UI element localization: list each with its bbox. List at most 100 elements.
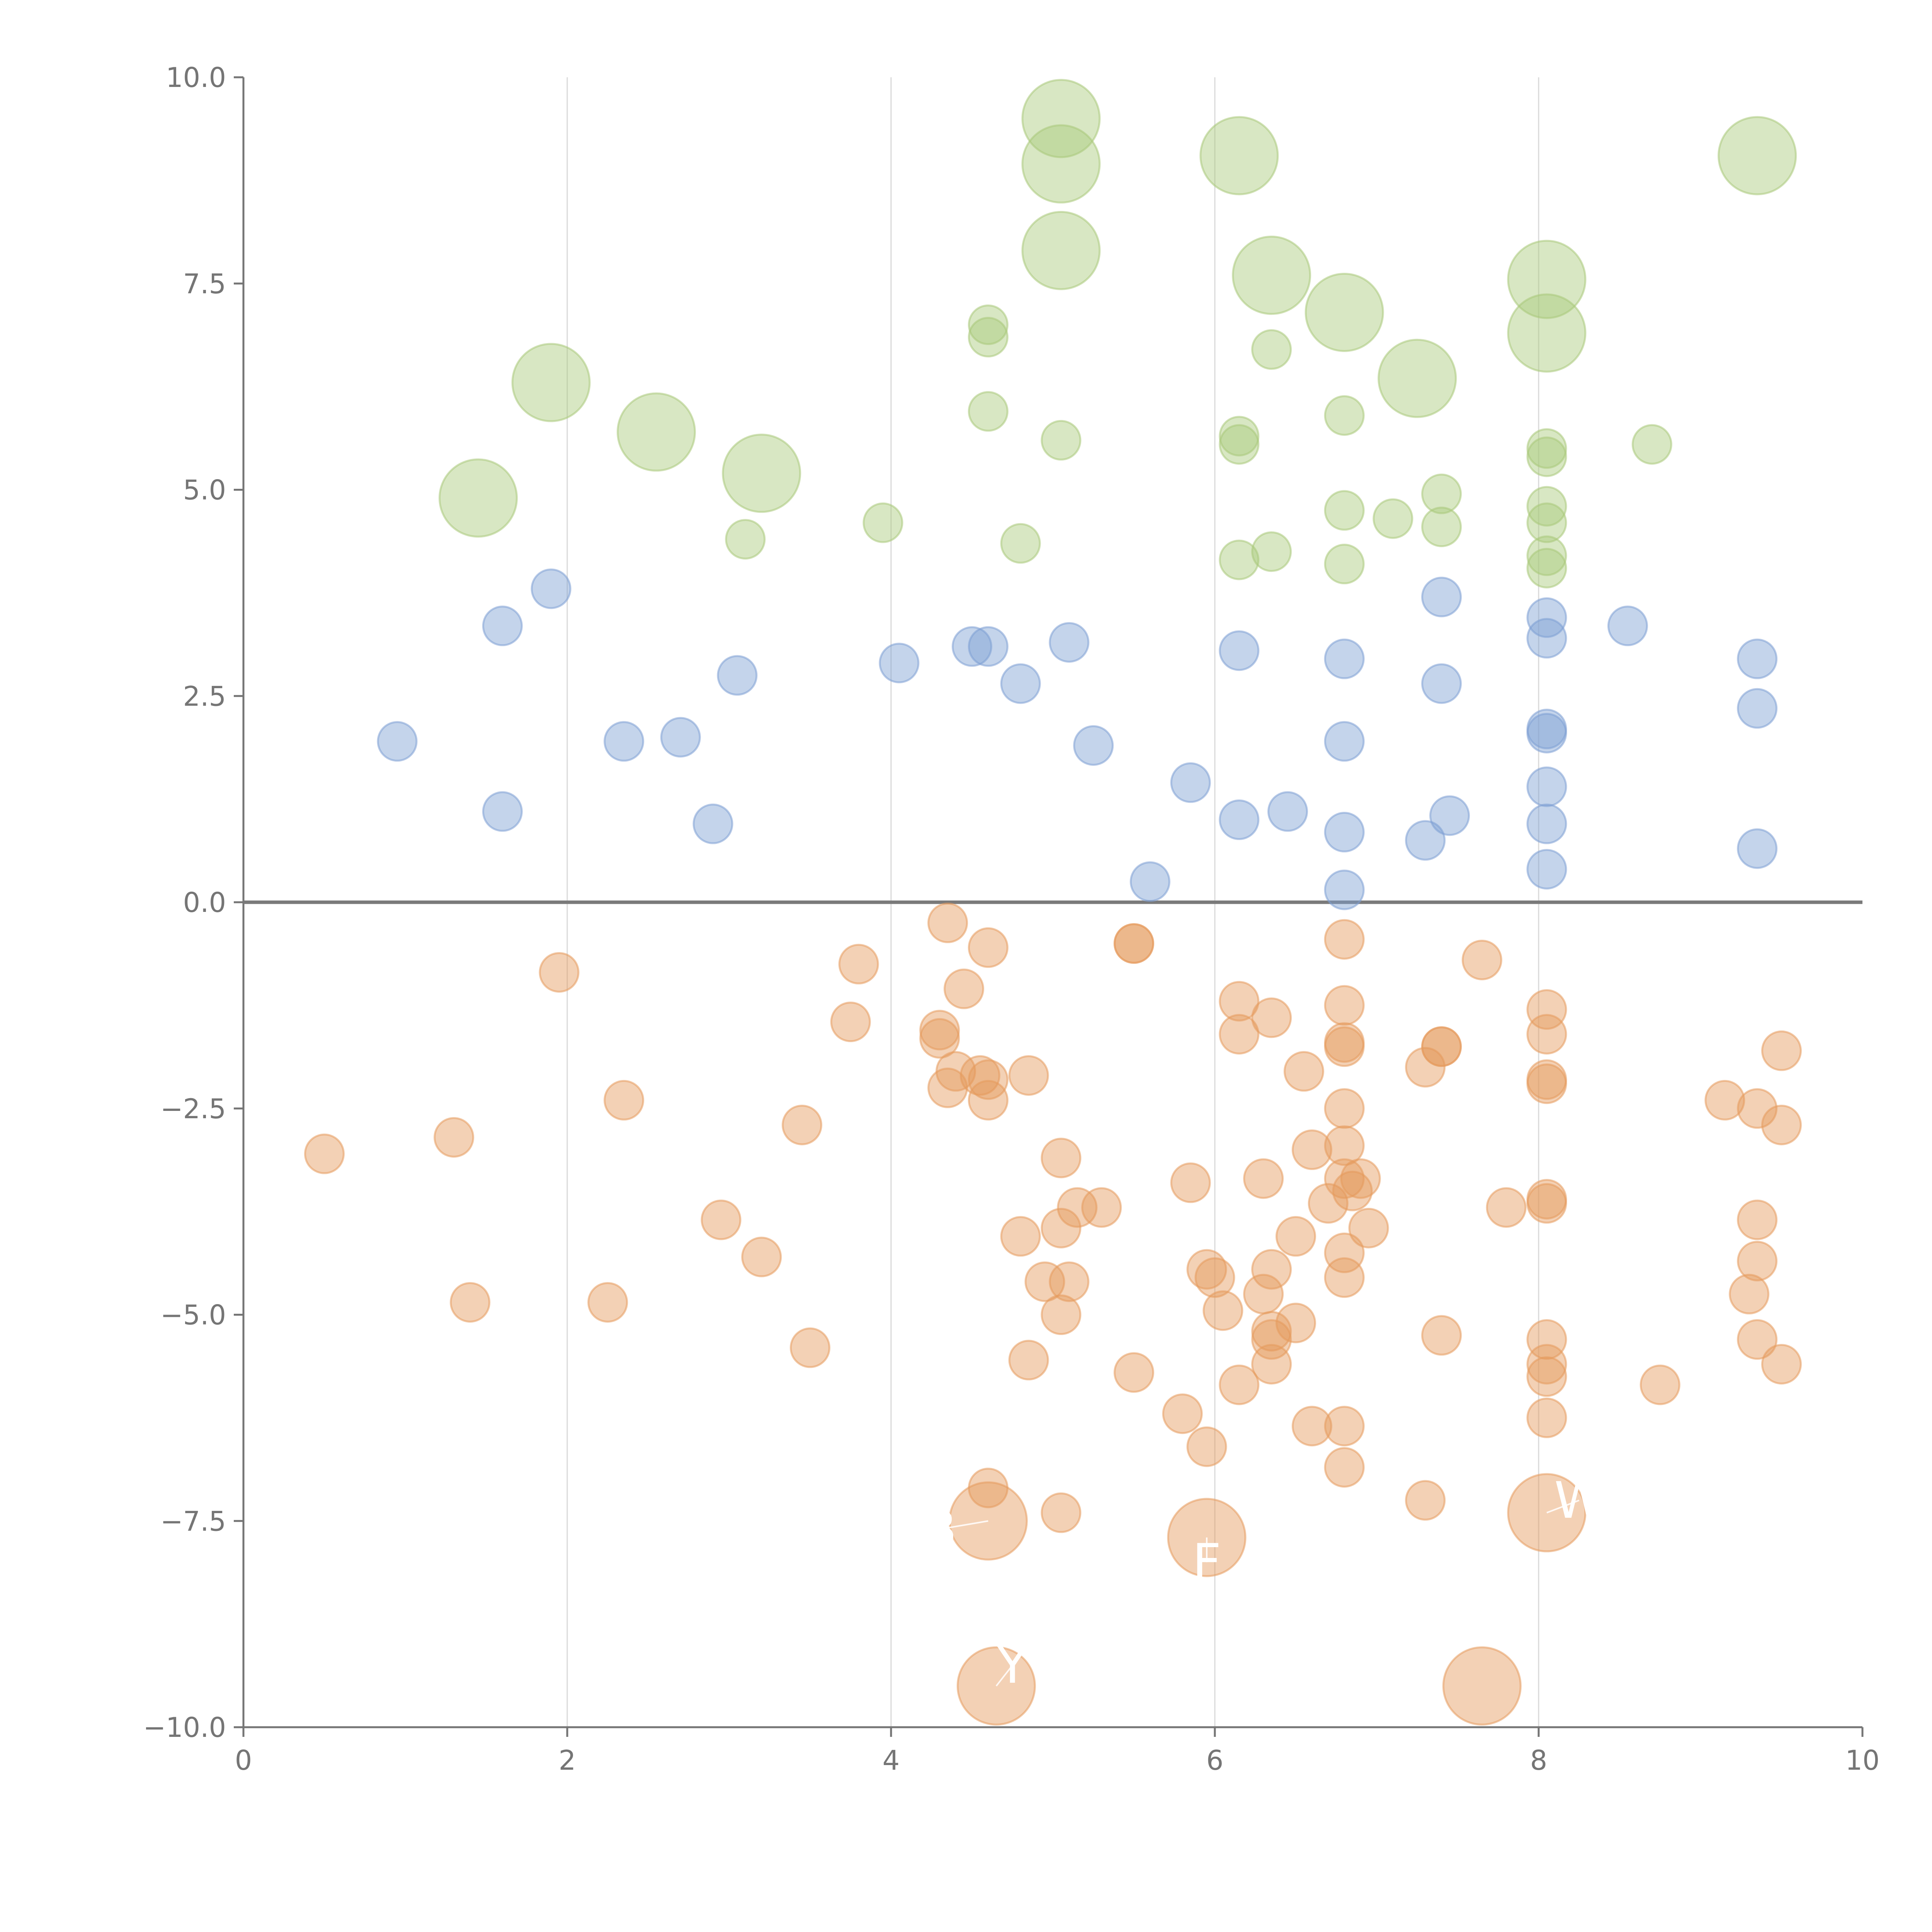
bubble-point-orange [1219,1364,1260,1405]
bubble-point-orange [1348,1208,1389,1248]
bubble-point-blue [660,717,701,758]
bubble-point-orange [1283,1051,1324,1092]
bubble-point-orange [1081,1187,1122,1228]
bubble-point-green [1000,523,1041,564]
y-tick-label: −2.5 [160,1093,226,1125]
bubble-point-orange [1526,1356,1567,1397]
bubble-point-orange [1737,1241,1778,1282]
x-tick-label: 4 [883,1745,900,1776]
bubble-point-orange [1219,981,1260,1022]
bubble-point-green [725,519,766,560]
bubble-point-orange [1461,939,1502,980]
bubble-point-green [1526,502,1567,543]
bubble-point-orange [1202,1290,1243,1331]
bubble-point-orange [1041,1492,1082,1533]
bubble-point-orange [1251,1319,1292,1360]
bubble-point-orange [304,1133,345,1174]
bubble-point-green [1421,473,1462,514]
y-tick-label: −10.0 [143,1712,226,1743]
bubble-point-green [1219,416,1260,457]
bubble-point-orange [1324,1232,1365,1273]
bubble-point-blue [1219,799,1260,840]
bubble-point-orange [587,1282,628,1323]
bubble-point-orange [701,1199,742,1240]
bubble-point-green [1219,539,1260,580]
bubble-point-green [1021,211,1101,290]
bubble-point-orange [1041,1208,1082,1248]
bubble-point-orange [1049,1261,1090,1302]
bubble-point-blue [1737,688,1778,729]
bubble-point-green [1219,424,1260,465]
bubble-point-orange [790,1327,830,1368]
label-leader-line [939,1520,988,1530]
x-tick-label: 6 [1206,1745,1224,1776]
bubble-point-blue [717,655,758,696]
bubble-point-orange [1324,919,1365,960]
bubble-point-orange [1729,1274,1770,1315]
x-tick-label: 8 [1530,1745,1548,1776]
bubble-point-orange [1340,1158,1381,1199]
bubble-point-green [1041,420,1082,461]
bubble-labels: B F W Y [922,1471,1604,1695]
bubble-point-blue [531,568,571,609]
label-leader-line [995,1665,1013,1687]
bubble-point-blue [482,791,523,832]
bubble-point-blue [1429,795,1470,836]
bubble-point-blue [1324,812,1365,853]
bubble-point-orange [944,968,985,1009]
bubble-label: Y [997,1636,1028,1695]
bubble-point-green [1378,338,1457,418]
bubble-point-blue [1219,630,1260,671]
bubble-point-orange [1324,1026,1365,1067]
bubble-point-orange [1276,1216,1316,1257]
bubble-point-orange [1024,1261,1065,1302]
bubble-point-orange [919,1010,960,1051]
bubble-point-orange [1114,923,1154,964]
bubble-point-blue [1000,663,1041,704]
bubble-point-green [1526,428,1567,469]
bubble-point-orange [1251,1249,1292,1290]
bubble-point-green [1324,395,1365,436]
bubble-point-orange [1170,1162,1211,1203]
bubble-point-blue [1526,803,1567,844]
bubble-point-orange [1526,989,1567,1030]
bubble-point-orange [838,944,879,985]
bubble-point-orange [1324,1257,1365,1298]
bubble-point-orange [830,1002,871,1043]
y-tick-label: −7.5 [160,1505,226,1537]
bubbles [304,79,1802,1726]
bubble-point-green [1021,79,1101,158]
bubble-point-orange [1526,1397,1567,1438]
bubble-point-orange [1486,1187,1527,1228]
bubble-point-orange [1421,1026,1462,1067]
x-tick-label: 10 [1845,1745,1879,1776]
bubble-point-green [968,317,1009,358]
bubble-point-green [1718,116,1797,196]
bubble-point-orange [927,1067,968,1108]
bubble-point-orange [1041,1138,1082,1179]
bubble-point-orange [1291,1129,1332,1170]
bubble-point-blue [1324,869,1365,910]
bubble-point-orange [1639,1364,1680,1405]
bubble-point-green [511,343,591,422]
bubble-point-blue [1170,762,1211,803]
bubble-point-orange [1704,1080,1745,1121]
bubble-point-green [1199,116,1279,196]
bubble-point-orange [1405,1480,1446,1521]
bubble-point-orange [1041,1294,1082,1335]
bubble-point-blue [879,643,920,684]
bubble-point-orange [1421,1315,1462,1356]
bubble-point-orange [1324,1125,1365,1166]
bubble-label: W [1554,1471,1604,1530]
bubble-label: F [1192,1533,1221,1592]
bubble-point-blue [1129,861,1170,902]
bubble-point-green [968,391,1009,432]
bubble-label: B [922,1500,957,1559]
bubble-point-blue [1421,663,1462,704]
label-leader-line [1546,1500,1580,1514]
bubble-point-orange [1194,1257,1235,1298]
y-tick-label: 0.0 [183,887,226,918]
bubble-point-blue [952,626,992,667]
bubble-point-green [968,304,1009,345]
bubble-point-orange [968,927,1009,968]
